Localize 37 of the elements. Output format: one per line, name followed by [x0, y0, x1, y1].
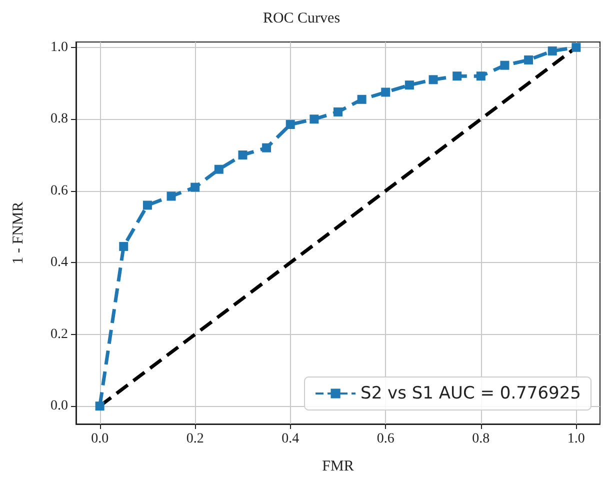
point [572, 42, 581, 52]
point [524, 55, 534, 64]
point [452, 72, 462, 81]
y-tick-label: 0.2 [50, 326, 68, 342]
point [428, 75, 438, 84]
point [286, 120, 295, 129]
point [166, 192, 176, 201]
y-tick-label: 0.8 [50, 112, 68, 127]
legend-label: S2 vs S1 AUC = 0.776925 [360, 384, 581, 404]
x-tick-label: 0.4 [282, 432, 300, 446]
y-tick-label: 0.0 [50, 398, 68, 414]
point [500, 60, 510, 70]
y-tick-label: 0.4 [50, 255, 68, 270]
point [381, 88, 390, 97]
point [357, 94, 366, 104]
chart-title: ROC Curves [262, 10, 340, 26]
point [262, 143, 272, 152]
point [334, 107, 342, 116]
point [238, 150, 248, 160]
point [476, 72, 486, 81]
point [310, 114, 319, 124]
point [119, 242, 128, 251]
y-tick-label: 0.6 [50, 183, 68, 198]
y-tick-label: 1.0 [50, 40, 68, 55]
x-tick-label: 0.8 [472, 432, 490, 446]
point [548, 46, 557, 56]
y-axis-title: 1 - FNMR [10, 202, 26, 264]
point [214, 164, 224, 174]
x-tick-label: 0.2 [186, 432, 204, 446]
x-tick-label: 0.6 [376, 432, 394, 446]
x-tick-label: 0.0 [91, 432, 109, 446]
x-axis-title: FMR [322, 458, 354, 474]
x-tick-label: 1.0 [567, 432, 585, 446]
point [190, 182, 200, 192]
point [95, 402, 104, 411]
point [142, 200, 152, 210]
point [404, 80, 414, 90]
